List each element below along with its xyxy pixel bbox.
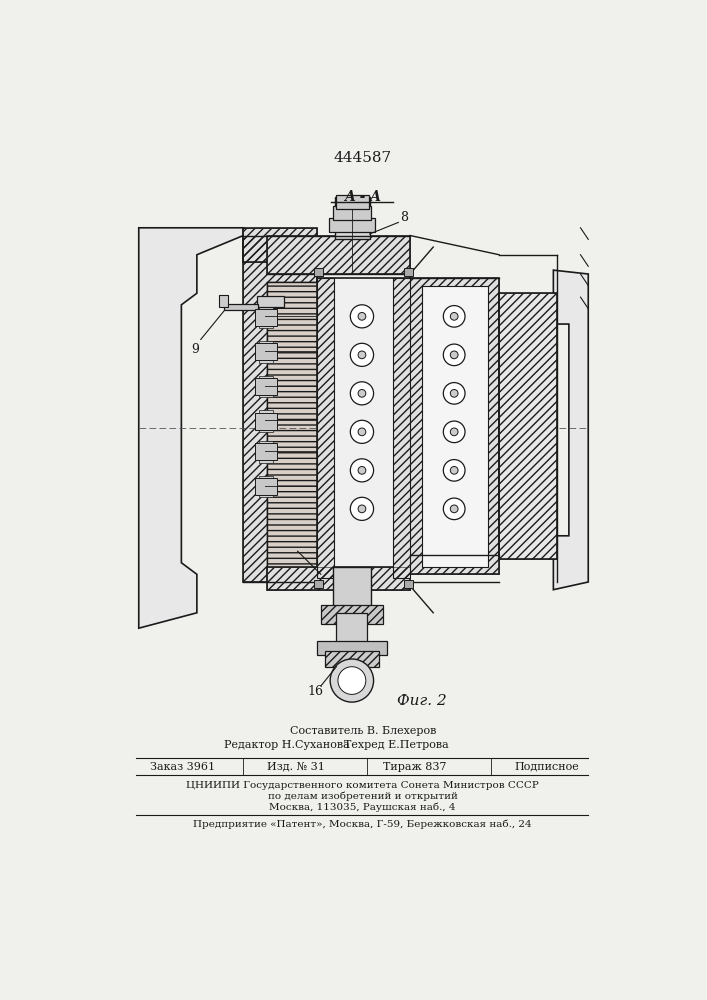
Circle shape <box>450 312 458 320</box>
Bar <box>314 580 323 588</box>
Text: A - A: A - A <box>344 190 381 204</box>
Circle shape <box>358 466 366 474</box>
Bar <box>243 235 317 582</box>
Bar <box>259 476 273 497</box>
Text: Заказ 3961: Заказ 3961 <box>151 762 216 772</box>
Circle shape <box>443 306 465 327</box>
Circle shape <box>358 389 366 397</box>
Text: 444587: 444587 <box>334 151 392 165</box>
Bar <box>255 309 276 326</box>
Bar <box>243 228 317 262</box>
Circle shape <box>450 351 458 359</box>
Circle shape <box>443 344 465 366</box>
Circle shape <box>443 421 465 443</box>
Text: ЦНИИПИ Государственного комитета Сонета Министров СССР: ЦНИИПИ Государственного комитета Сонета … <box>187 781 539 790</box>
Text: Подписное: Подписное <box>515 762 579 772</box>
Circle shape <box>351 420 373 443</box>
Text: по делам изобретений и открытий: по делам изобретений и открытий <box>268 791 457 801</box>
Bar <box>332 206 371 220</box>
Text: 7: 7 <box>286 539 294 552</box>
Bar <box>267 235 410 274</box>
Text: Москва, 113035, Раушская наб., 4: Москва, 113035, Раушская наб., 4 <box>269 802 456 812</box>
Bar <box>255 478 276 495</box>
Circle shape <box>351 305 373 328</box>
Bar <box>337 195 369 209</box>
Circle shape <box>443 498 465 520</box>
Text: Изд. № 31: Изд. № 31 <box>267 762 325 772</box>
Bar <box>255 443 276 460</box>
Circle shape <box>358 351 366 359</box>
Bar <box>317 278 410 578</box>
Bar <box>243 228 317 262</box>
Bar <box>404 268 413 276</box>
Bar <box>410 278 499 574</box>
Bar <box>499 293 557 559</box>
Bar <box>267 235 410 274</box>
Bar <box>255 378 276 395</box>
Bar <box>314 268 323 276</box>
Bar <box>329 218 375 232</box>
Circle shape <box>351 459 373 482</box>
Bar <box>243 235 317 582</box>
Bar <box>255 343 276 360</box>
Circle shape <box>351 343 373 366</box>
Bar <box>224 304 258 310</box>
Circle shape <box>443 383 465 404</box>
Text: Составитель В. Блехеров: Составитель В. Блехеров <box>290 726 436 736</box>
Bar <box>267 282 337 582</box>
Bar <box>255 413 276 430</box>
Bar <box>317 641 387 655</box>
Circle shape <box>351 497 373 520</box>
Circle shape <box>450 466 458 474</box>
Bar <box>259 376 273 397</box>
Bar <box>337 613 368 644</box>
Bar <box>499 293 557 559</box>
Circle shape <box>330 659 373 702</box>
Bar <box>321 605 383 624</box>
Text: Тираж 837: Тираж 837 <box>383 762 446 772</box>
Circle shape <box>358 312 366 320</box>
Circle shape <box>450 505 458 513</box>
Text: Редактор Н.Суханова: Редактор Н.Суханова <box>224 740 350 750</box>
Bar <box>325 651 379 667</box>
Text: Предприятие «Патент», Москва, Г-59, Бережковская наб., 24: Предприятие «Патент», Москва, Г-59, Бере… <box>194 820 532 829</box>
Text: Техред Е.Петрова: Техред Е.Петрова <box>344 740 449 750</box>
Bar <box>393 278 410 578</box>
Bar <box>259 341 273 363</box>
Circle shape <box>450 428 458 436</box>
Bar <box>259 441 273 463</box>
Bar <box>332 567 371 613</box>
Bar <box>267 567 410 590</box>
Bar <box>259 410 273 432</box>
Bar <box>421 286 488 567</box>
Text: Фиг. 2: Фиг. 2 <box>397 694 447 708</box>
Bar <box>257 296 284 307</box>
Circle shape <box>358 505 366 513</box>
Bar <box>410 278 499 574</box>
Text: 9: 9 <box>192 343 199 356</box>
Bar <box>218 295 228 307</box>
Circle shape <box>443 460 465 481</box>
Circle shape <box>450 389 458 397</box>
Polygon shape <box>139 228 243 628</box>
Text: 16: 16 <box>308 685 323 698</box>
Bar <box>267 567 410 590</box>
Circle shape <box>351 382 373 405</box>
Bar <box>259 306 273 328</box>
Text: 8: 8 <box>401 211 409 224</box>
Circle shape <box>338 667 366 694</box>
Bar <box>335 197 370 239</box>
Circle shape <box>358 428 366 436</box>
Bar <box>317 278 334 578</box>
Bar <box>267 282 337 582</box>
Bar <box>404 580 413 588</box>
Polygon shape <box>554 270 588 590</box>
